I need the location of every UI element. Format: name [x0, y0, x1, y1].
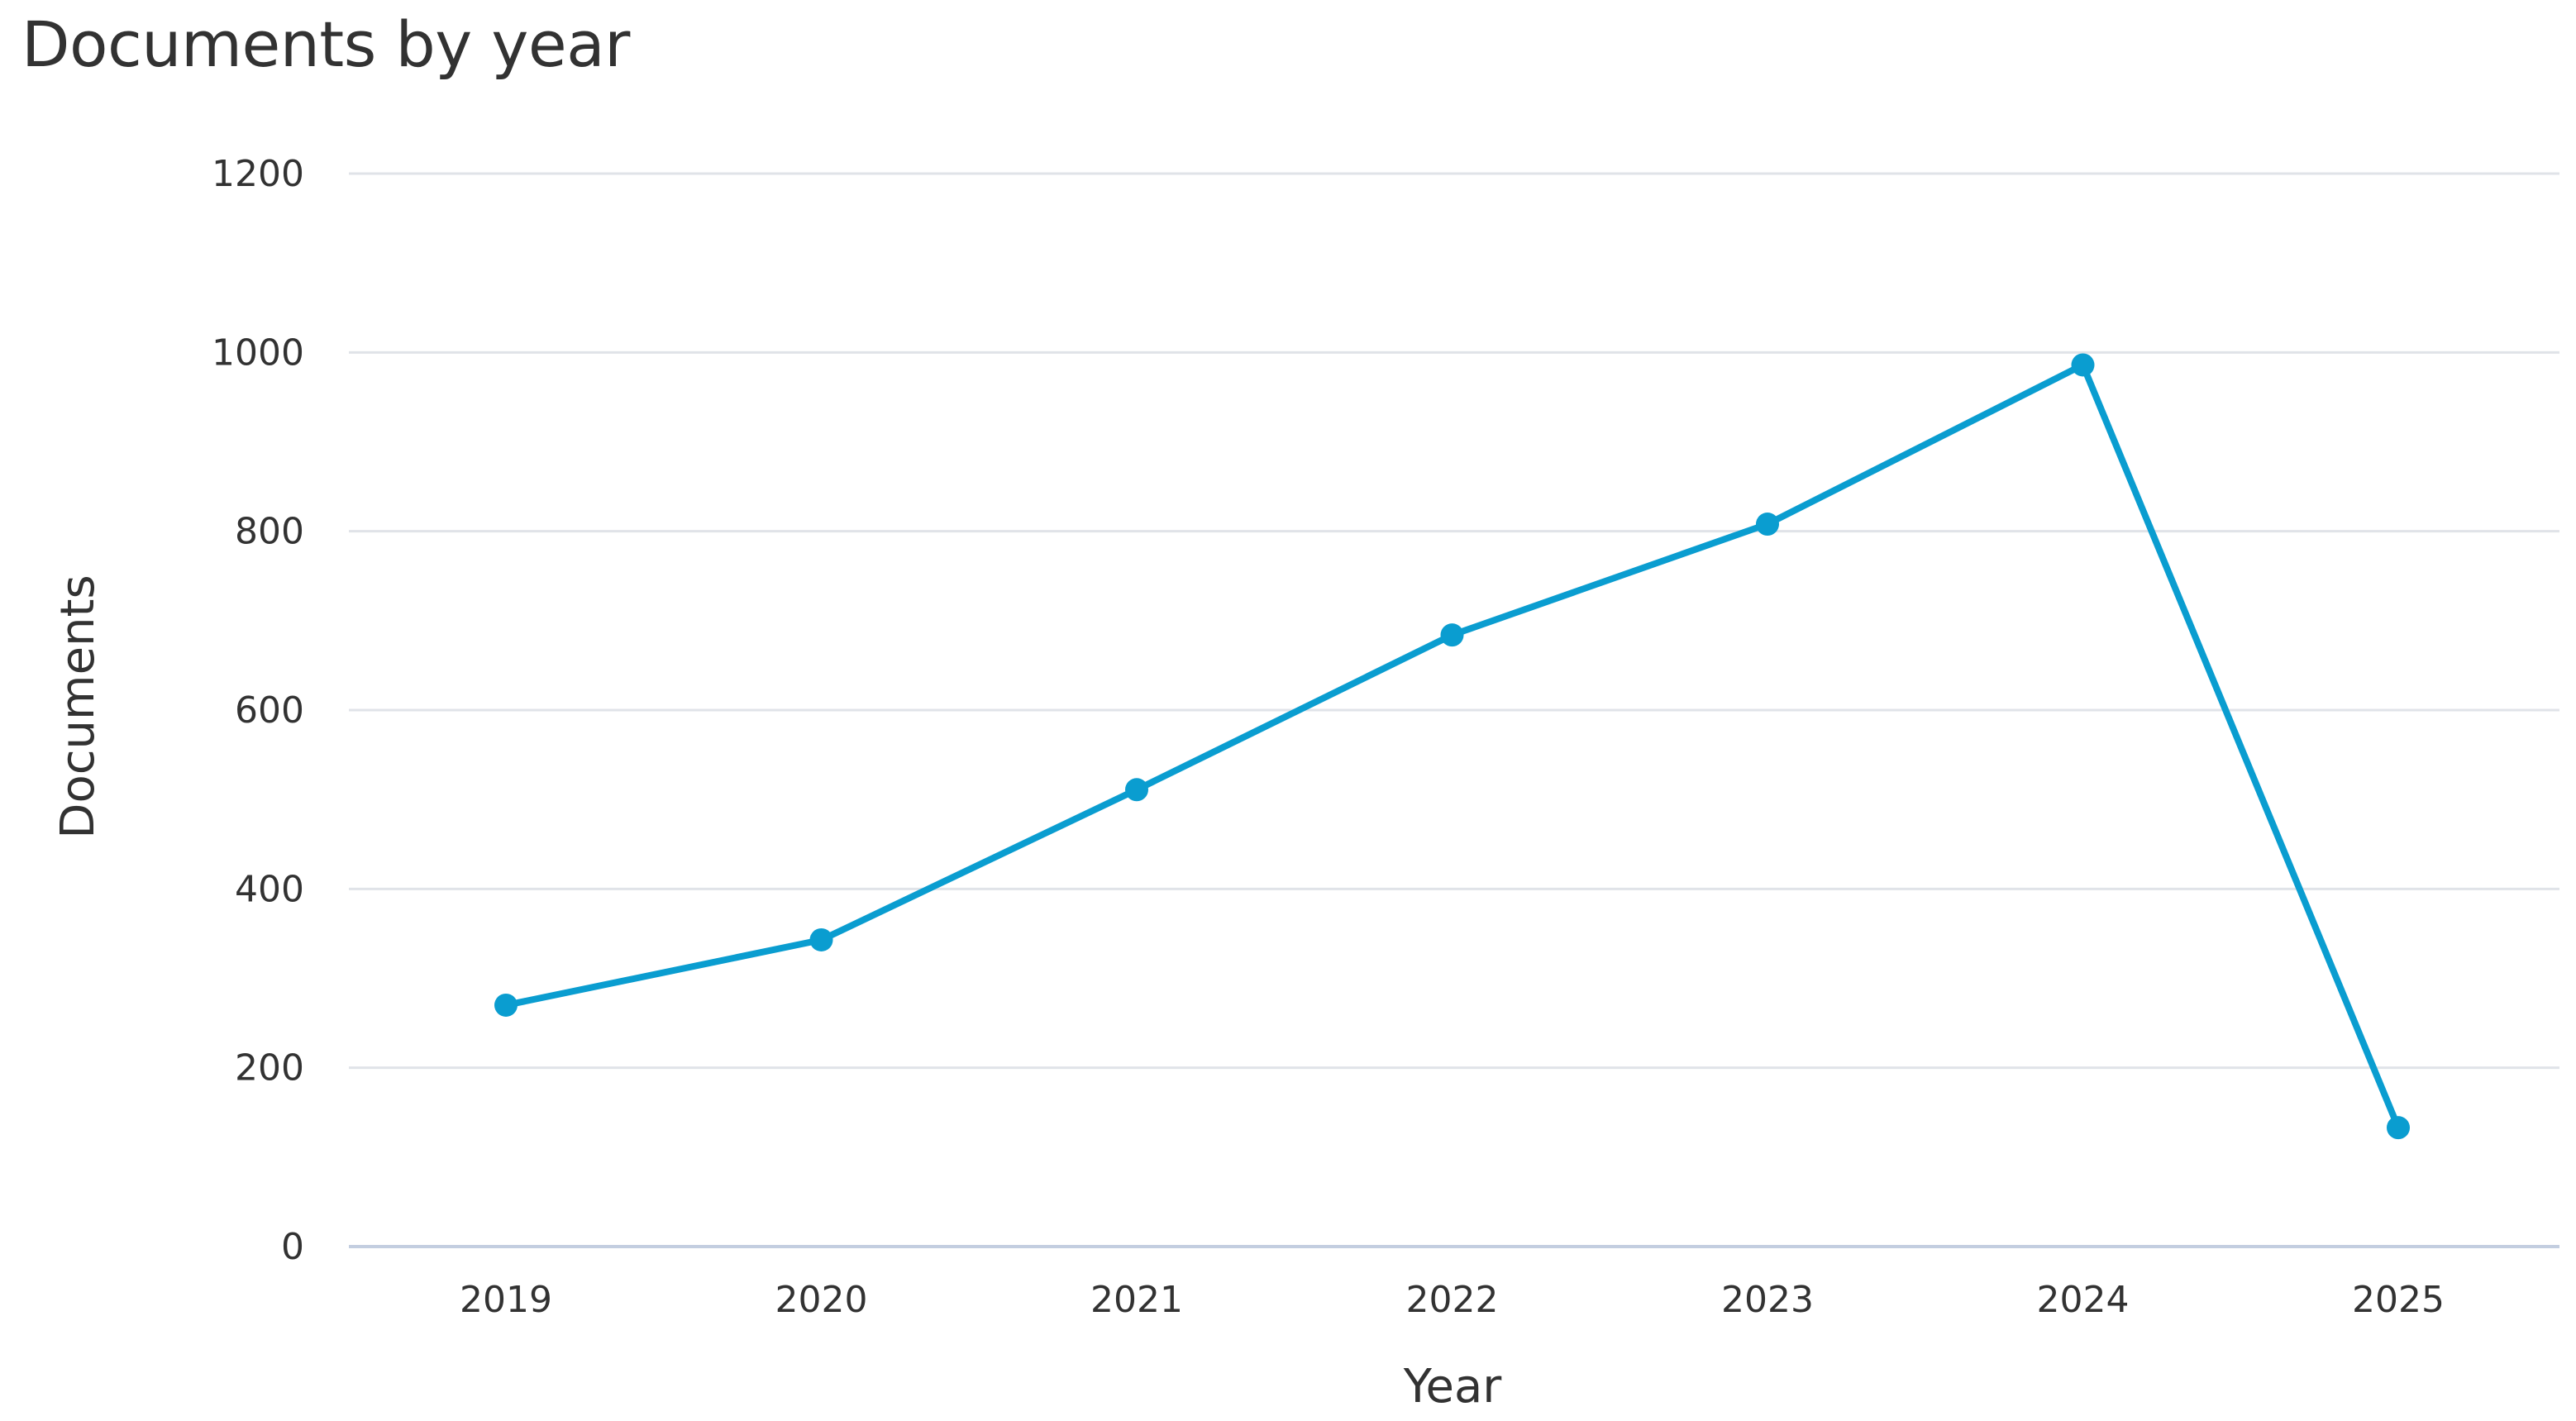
data-point[interactable]: [1440, 623, 1464, 647]
x-tick-label: 2020: [775, 1279, 868, 1321]
gridlines: [349, 172, 2559, 1248]
data-point[interactable]: [494, 993, 518, 1017]
data-point[interactable]: [2071, 353, 2095, 377]
data-point[interactable]: [809, 927, 833, 951]
x-tick-label: 2019: [460, 1279, 552, 1321]
chart-title: Documents by year: [21, 7, 630, 81]
x-axis-title: Year: [1403, 1360, 1503, 1414]
y-tick-label: 1000: [212, 331, 304, 374]
series-documents: [494, 353, 2410, 1140]
y-tick-label: 1200: [212, 153, 304, 195]
data-point[interactable]: [1125, 778, 1148, 802]
x-tick-label: 2021: [1090, 1279, 1183, 1321]
y-tick-label: 0: [281, 1226, 304, 1268]
x-axis-ticks: 2019 2020 2021 2022 2023 2024 2025: [460, 1279, 2445, 1321]
x-tick-label: 2023: [1721, 1279, 1814, 1321]
x-tick-label: 2025: [2352, 1279, 2445, 1321]
y-tick-label: 400: [235, 868, 304, 910]
x-tick-label: 2022: [1406, 1279, 1499, 1321]
y-tick-label: 600: [235, 689, 304, 732]
data-point[interactable]: [1756, 513, 1779, 536]
y-tick-label: 800: [235, 511, 304, 553]
y-axis-title: Documents: [51, 575, 105, 838]
series-line: [503, 361, 2402, 1132]
data-point[interactable]: [2387, 1116, 2410, 1140]
x-tick-label: 2024: [2037, 1279, 2130, 1321]
y-axis-ticks: 0 200 400 600 800 1000 1200: [212, 153, 304, 1268]
y-tick-label: 200: [235, 1047, 304, 1090]
